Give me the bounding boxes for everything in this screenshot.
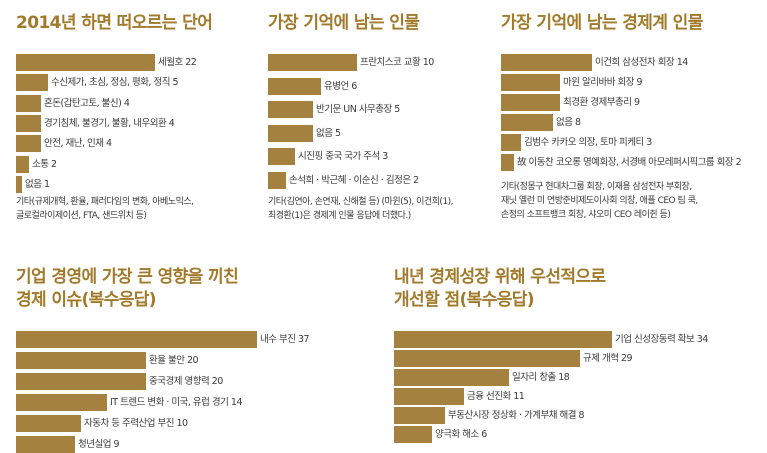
bar-label: 반기문 UN 사무총장 5 — [316, 104, 400, 115]
bar — [501, 154, 514, 171]
bar-label: 중국경제 영향력 20 — [149, 376, 223, 387]
bar — [394, 350, 580, 367]
bar-label: 일자리 창출 18 — [512, 372, 570, 383]
bar-label: 혼돈(갑탄고토, 불신) 4 — [44, 98, 130, 109]
chart-title: 2014년 하면 떠오르는 단어 — [16, 13, 213, 33]
bar-label: 세월호 22 — [158, 57, 197, 68]
bar-label: 부동산시장 정상화 · 가계부채 해결 8 — [448, 410, 585, 421]
chart-title: 가장 기억에 남는 경제계 인물 — [501, 13, 703, 33]
bar — [16, 373, 146, 390]
bar — [16, 135, 41, 152]
bar — [16, 176, 22, 193]
chart-title: 기업 경영에 가장 큰 영향을 끼친 경제 이슈(복수응답) — [16, 267, 239, 310]
bar — [268, 78, 321, 95]
bar-label: 기업 신성장동력 확보 34 — [615, 334, 708, 345]
bar-label: 안전, 재난, 인재 4 — [44, 138, 112, 149]
bar — [501, 54, 592, 71]
chart-note: 기타(정몽구 현대차그룹 회장, 이재용 삼성전자 부회장, 재닛 옐런 미 연… — [501, 182, 698, 220]
chart-panel-1: 2014년 하면 떠오르는 단어 세월호 22 수신제가, 초심, 정심, 평화,… — [16, 12, 256, 232]
bar — [394, 388, 464, 405]
chart-note: 기타(규제개혁, 환율, 패러다임의 변화, 아베노믹스, 글로컬라이제이션, … — [16, 197, 194, 221]
bar — [501, 74, 560, 91]
bar-label: 수신제가, 초심, 정심, 평화, 정직 5 — [51, 77, 179, 88]
bar — [394, 331, 612, 348]
bar-label: 청년실업 9 — [78, 439, 120, 450]
bar — [501, 94, 560, 111]
bar-label: 故 이동찬 코오롱 명예회장, 서경배 아모레퍼시픽그룹 회장 2 — [517, 157, 742, 168]
bar-label: 시진핑 중국 국가 주석 3 — [298, 151, 388, 162]
bar — [16, 352, 146, 369]
chart-title: 내년 경제성장 위해 우선적으로 개선할 점(복수응답) — [394, 267, 606, 310]
bar — [501, 134, 521, 151]
bar-label: 없음 5 — [316, 128, 341, 139]
bar — [268, 101, 313, 118]
bar-label: 없음 1 — [25, 179, 50, 190]
bar — [16, 331, 257, 348]
bar-label: 경기침체, 불경기, 불황, 내우외환 4 — [44, 118, 175, 129]
bar-label: 없음 8 — [556, 117, 581, 128]
bar-label: 소통 2 — [32, 159, 57, 170]
bar-label: 규제 개혁 29 — [583, 353, 633, 364]
bar-label: 양극화 해소 6 — [435, 429, 487, 440]
bar — [16, 54, 155, 71]
bar-label: 프란치스코 교황 10 — [360, 57, 434, 68]
bar — [268, 148, 295, 165]
bar — [501, 114, 553, 131]
bar — [268, 54, 357, 71]
bar-label: 자동차 등 주력산업 부진 10 — [84, 418, 188, 429]
bar — [16, 156, 29, 173]
chart-panel-4: 기업 경영에 가장 큰 영향을 끼친 경제 이슈(복수응답) 내수 부진 37 환… — [16, 266, 366, 453]
chart-title: 가장 기억에 남는 인물 — [268, 13, 420, 33]
bar-label: 환율 불안 20 — [149, 355, 199, 366]
bar — [16, 415, 81, 432]
bar — [268, 172, 286, 189]
bar — [16, 95, 41, 112]
bar-label: 금융 선진화 11 — [467, 391, 525, 402]
bar-label: 내수 부진 37 — [260, 334, 310, 345]
chart-note: 기타(김연아, 손연재, 신해철 등) (마윈(5), 이건희(1), 최경환(… — [268, 197, 454, 221]
bar — [16, 436, 75, 453]
chart-panel-5: 내년 경제성장 위해 우선적으로 개선할 점(복수응답) 기업 신성장동력 확보… — [394, 266, 764, 451]
bar — [394, 369, 509, 386]
bar-label: 최경환 경제부총리 9 — [563, 97, 640, 108]
bar-label: IT 트렌드 변화 · 미국, 유럽 경기 14 — [110, 397, 243, 408]
bar — [16, 115, 41, 132]
bar — [394, 407, 445, 424]
bar-label: 유병언 6 — [324, 81, 357, 92]
chart-panel-2: 가장 기억에 남는 인물 프란치스코 교황 10 유병언 6 반기문 UN 사무총장… — [268, 12, 498, 232]
bar-label: 마윈 알리바바 회장 9 — [563, 77, 643, 88]
bar — [268, 125, 313, 142]
bar — [16, 74, 48, 91]
bar-label: 이건희 삼성전자 회장 14 — [595, 57, 688, 68]
chart-panel-3: 가장 기억에 남는 경제계 인물 이건희 삼성전자 회장 14 마윈 알리바바 회… — [501, 12, 765, 232]
bar — [394, 426, 432, 443]
bar-label: 손석희 · 박근혜 · 이순신 · 김정은 2 — [289, 175, 419, 186]
bar — [16, 394, 107, 411]
bar-label: 김범수 카카오 의장, 토마 피케티 3 — [524, 137, 652, 148]
